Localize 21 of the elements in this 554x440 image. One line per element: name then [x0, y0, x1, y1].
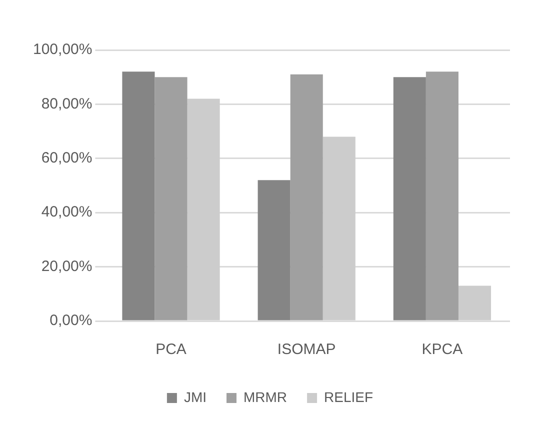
bar [322, 136, 356, 320]
y-tick-label: 0,00% [50, 312, 92, 330]
bar [458, 286, 492, 320]
x-tick-label: KPCA [422, 341, 463, 358]
bar [187, 98, 220, 320]
legend-label: RELIEF [324, 388, 374, 405]
y-tick-label: 80,00% [41, 95, 92, 112]
y-tick-label: 20,00% [41, 258, 92, 275]
bar [154, 77, 188, 320]
bar [122, 72, 155, 320]
y-tick-label: 60,00% [41, 150, 92, 167]
bar [258, 180, 290, 320]
bar [393, 77, 426, 320]
x-tick-label: ISOMAP [277, 341, 336, 358]
bar [426, 72, 458, 320]
bar [290, 74, 323, 320]
y-tick-label: 100,00% [33, 41, 92, 58]
x-tick-label: PCA [156, 341, 186, 358]
legend-label: JMI [184, 388, 207, 405]
legend-label: MRMR [243, 388, 288, 405]
y-tick-label: 40,00% [41, 204, 92, 221]
